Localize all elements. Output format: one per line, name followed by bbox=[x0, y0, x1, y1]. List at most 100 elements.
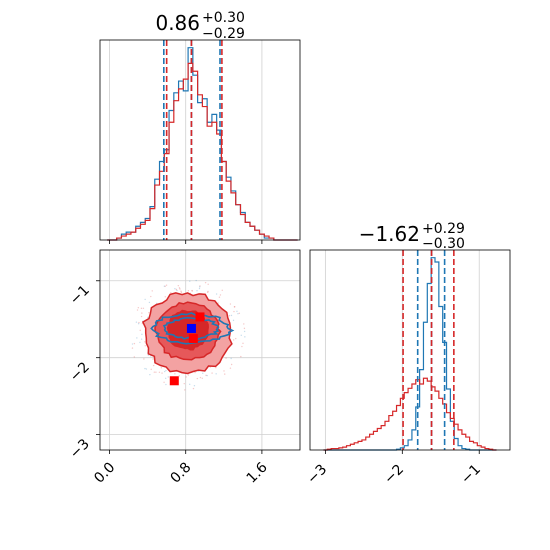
sample-point bbox=[196, 290, 198, 292]
sample-point bbox=[147, 316, 149, 319]
axes-frame bbox=[309, 249, 511, 451]
sample-point bbox=[165, 383, 167, 386]
sample-point bbox=[243, 323, 245, 325]
sample-point bbox=[176, 289, 178, 292]
sample-point bbox=[194, 371, 196, 374]
x-tick-label: −3 bbox=[304, 462, 330, 488]
panel-param1-marginal: 0.86 +0.30 −0.29 bbox=[99, 10, 301, 244]
x-tick-label: 1.6 bbox=[244, 459, 271, 486]
sample-point bbox=[164, 296, 167, 298]
sample-point bbox=[141, 312, 143, 314]
sample-point bbox=[193, 385, 196, 387]
sample-point bbox=[199, 285, 201, 287]
sample-point bbox=[205, 374, 207, 377]
sample-point bbox=[207, 290, 209, 293]
sample-point bbox=[215, 367, 217, 369]
axes-frame bbox=[99, 249, 301, 451]
sample-point bbox=[151, 290, 153, 292]
sample-point bbox=[139, 329, 141, 332]
sample-point bbox=[215, 373, 217, 375]
blue-contour-level bbox=[150, 312, 235, 345]
sample-point bbox=[164, 285, 166, 287]
axes-frame bbox=[99, 39, 301, 241]
sample-point bbox=[150, 295, 152, 298]
sample-point bbox=[137, 307, 140, 309]
sample-point bbox=[140, 315, 143, 318]
x-tick-label: 0.8 bbox=[167, 460, 194, 487]
sample-point bbox=[215, 293, 218, 295]
sample-point bbox=[183, 382, 185, 385]
sample-point bbox=[234, 306, 236, 308]
panel-title-minus: −0.29 bbox=[202, 26, 245, 42]
sample-point bbox=[232, 339, 235, 341]
sample-point bbox=[198, 287, 201, 290]
sample-point bbox=[189, 280, 191, 282]
sample-point bbox=[229, 303, 232, 305]
sample-point bbox=[152, 358, 154, 360]
sample-point bbox=[199, 376, 202, 379]
sample-point bbox=[185, 376, 187, 378]
x-ticks bbox=[109, 240, 263, 244]
x-ticks: 0.0 0.8 1.6 bbox=[91, 450, 271, 487]
histogram-series bbox=[107, 62, 298, 241]
histogram-series bbox=[107, 47, 298, 241]
quantile-lines bbox=[402, 250, 455, 450]
sample-point bbox=[242, 342, 244, 345]
sample-point bbox=[160, 367, 163, 369]
sample-point bbox=[240, 334, 242, 337]
sample-point bbox=[165, 369, 167, 372]
sample-point bbox=[243, 327, 246, 330]
markers bbox=[169, 312, 205, 386]
sample-point bbox=[188, 383, 191, 386]
sample-point bbox=[178, 287, 181, 289]
sample-point bbox=[148, 301, 151, 304]
y-tick-label: −2 bbox=[67, 359, 93, 385]
red-marker bbox=[195, 312, 205, 322]
sample-point bbox=[148, 312, 150, 314]
contours bbox=[141, 292, 235, 375]
sample-point bbox=[131, 347, 134, 349]
sample-point bbox=[230, 357, 232, 360]
sample-point bbox=[233, 310, 235, 313]
sample-point bbox=[240, 355, 242, 358]
sample-point bbox=[144, 298, 146, 301]
sample-point bbox=[140, 338, 143, 340]
panel-title-minus: −0.30 bbox=[422, 236, 465, 252]
sample-point bbox=[164, 370, 166, 373]
histogram-series bbox=[323, 377, 497, 451]
sample-point bbox=[191, 290, 193, 292]
sample-point bbox=[230, 363, 233, 366]
sample-point bbox=[211, 372, 213, 374]
sample-point bbox=[140, 307, 143, 310]
sample-point bbox=[163, 381, 165, 383]
sample-point bbox=[207, 283, 209, 286]
sample-point bbox=[152, 364, 155, 367]
sample-point bbox=[219, 294, 222, 296]
sample-point bbox=[229, 367, 232, 369]
sample-point bbox=[196, 377, 199, 380]
sample-point bbox=[232, 319, 235, 322]
sample-point bbox=[221, 289, 223, 292]
sample-point bbox=[135, 321, 138, 323]
sample-point bbox=[192, 387, 195, 390]
x-tick-label: −2 bbox=[381, 462, 407, 488]
sample-point bbox=[236, 310, 238, 313]
sample-point bbox=[143, 358, 145, 360]
sample-point bbox=[144, 341, 146, 343]
sample-point bbox=[149, 373, 151, 376]
sample-point bbox=[206, 291, 209, 294]
x-tick-label: −1 bbox=[458, 462, 484, 488]
sample-point bbox=[187, 290, 190, 292]
sample-point bbox=[191, 289, 193, 292]
panel-param2-marginal: −3 −2 −1 −1.62 +0.29 −0.30 bbox=[304, 221, 511, 488]
sample-point bbox=[225, 357, 227, 359]
sample-point bbox=[153, 371, 156, 373]
sample-point bbox=[174, 288, 176, 290]
sample-point bbox=[133, 356, 136, 358]
sample-point bbox=[195, 279, 197, 282]
sample-point bbox=[131, 343, 134, 345]
grid bbox=[109, 40, 263, 240]
sample-point bbox=[164, 377, 167, 380]
blue-marker bbox=[186, 323, 196, 333]
